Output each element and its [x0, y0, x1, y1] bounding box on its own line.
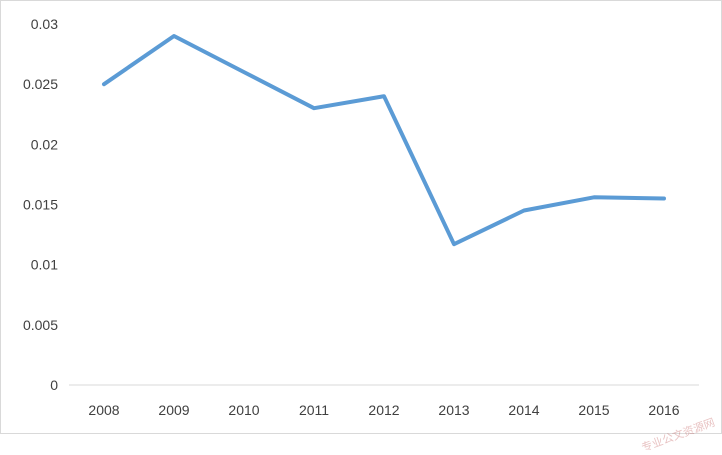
- line-chart: 0 0.005 0.01 0.015 0.02 0.025 0.03 2008 2009 2010…: [23, 16, 699, 418]
- x-tick-label: 2008: [88, 402, 119, 418]
- series-line: [102, 34, 666, 247]
- x-tick-label: 2010: [228, 402, 259, 418]
- x-tick-label: 2013: [438, 402, 469, 418]
- y-tick-label: 0.005: [23, 317, 58, 333]
- x-tick-label: 2009: [158, 402, 189, 418]
- x-tick-label: 2014: [508, 402, 539, 418]
- x-tick-label: 2016: [648, 402, 679, 418]
- y-tick-label: 0.02: [31, 136, 58, 152]
- y-tick-label: 0.025: [23, 76, 58, 92]
- x-tick-label: 2012: [368, 402, 399, 418]
- y-tick-label: 0.03: [31, 16, 58, 32]
- y-tick-label: 0.015: [23, 197, 58, 213]
- x-tick-label: 2015: [578, 402, 609, 418]
- y-tick-label: 0: [50, 377, 58, 393]
- x-tick-label: 2011: [299, 402, 329, 418]
- y-tick-label: 0.01: [31, 257, 58, 273]
